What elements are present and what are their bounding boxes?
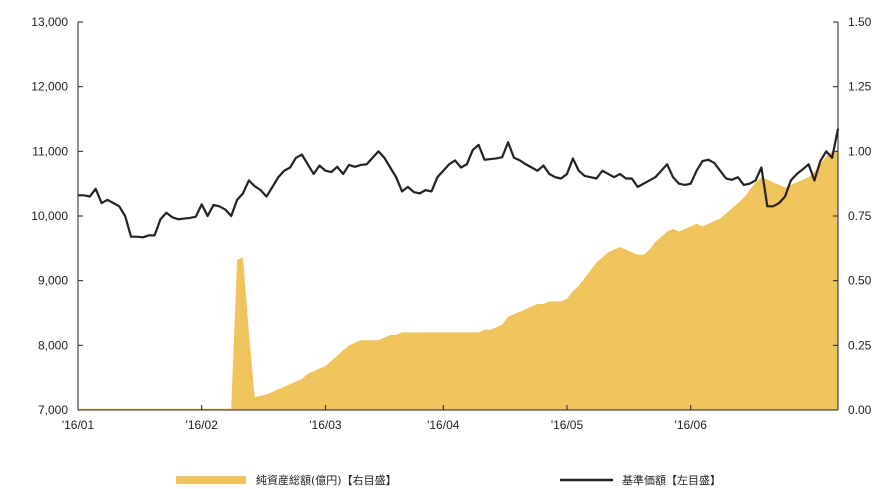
area-layer: [78, 151, 838, 410]
line-layer: [78, 128, 840, 239]
right-tick-label: 0.25: [848, 338, 872, 352]
right-tick-label: 1.50: [848, 15, 872, 29]
right-tick-label: 1.25: [848, 80, 872, 94]
x-tick-label: '16/03: [309, 418, 342, 432]
x-tick-label: '16/01: [62, 418, 95, 432]
net-assets-area: [78, 151, 838, 410]
left-tick-label: 8,000: [38, 338, 68, 352]
x-tick-label: '16/02: [186, 418, 219, 432]
x-tick-label: '16/04: [427, 418, 460, 432]
left-tick-label: 10,000: [31, 209, 68, 223]
left-tick-label: 11,000: [32, 144, 68, 158]
left-tick-label: 12,000: [31, 80, 68, 94]
left-tick-label: 9,000: [38, 274, 68, 288]
nav-line: [78, 128, 840, 239]
legend-area-swatch: [176, 476, 246, 484]
legend-area-label: 純資産総額(億円)【右目盛】: [256, 473, 397, 487]
left-tick-label: 7,000: [38, 403, 68, 417]
right-tick-label: 0.50: [848, 274, 872, 288]
x-tick-label: '16/06: [675, 418, 708, 432]
x-tick-label: '16/05: [551, 418, 584, 432]
legend: 純資産総額(億円)【右目盛】 基準価額【左目盛】: [176, 473, 721, 487]
legend-line-label: 基準価額【左目盛】: [622, 473, 721, 487]
axis-layer: 7,000 8,000 9,000 10,000 11,000 12,000 13,000 0…: [31, 15, 871, 432]
right-tick-label: 0.00: [848, 403, 872, 417]
left-tick-label: 13,000: [31, 15, 68, 29]
right-tick-label: 1.00: [848, 144, 872, 158]
right-tick-label: 0.75: [848, 209, 872, 223]
